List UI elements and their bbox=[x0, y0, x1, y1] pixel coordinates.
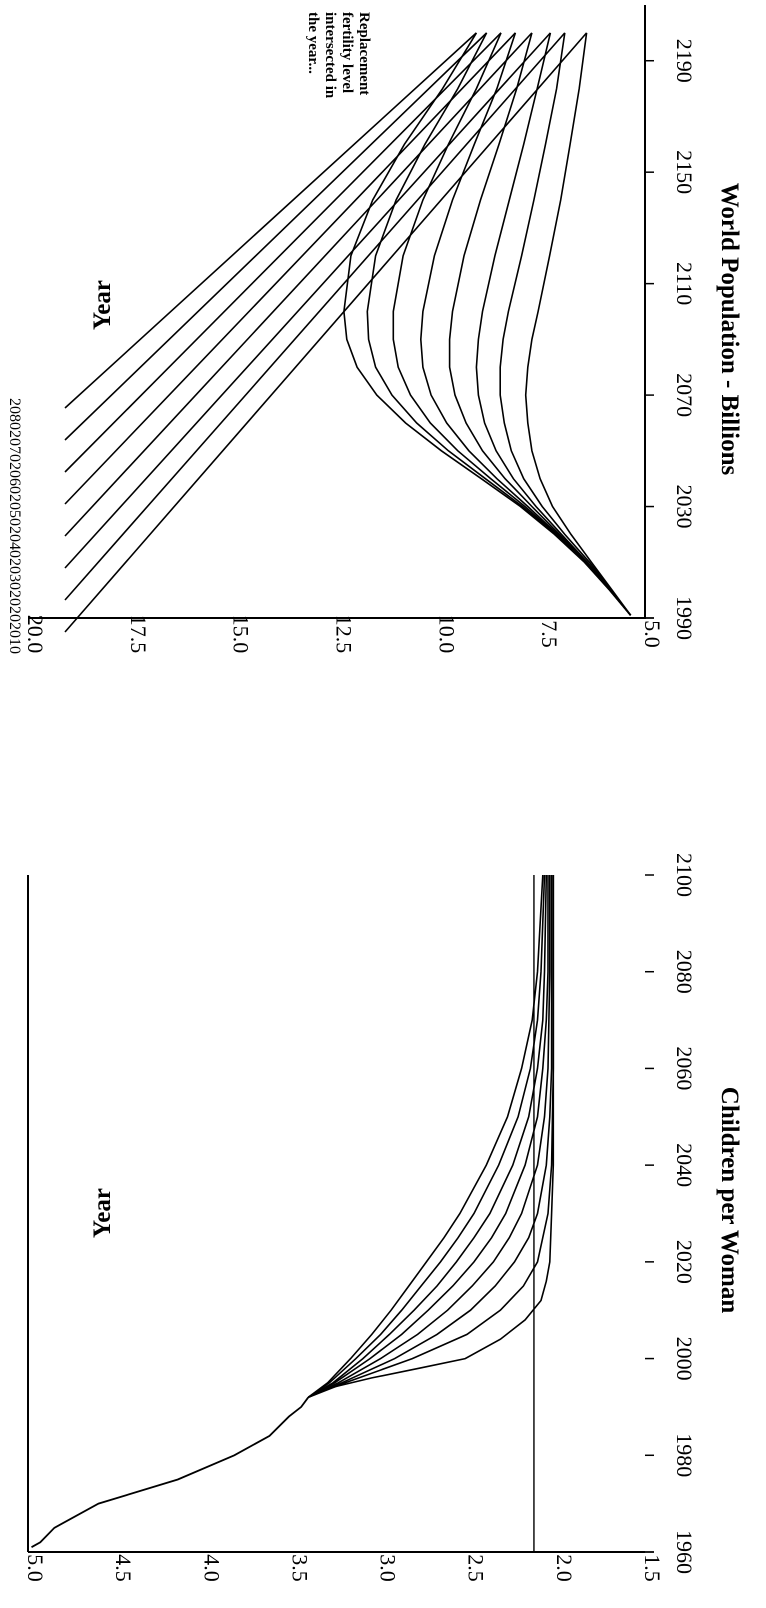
fert-historical-line bbox=[31, 1396, 310, 1548]
fert-y-tick-label: 2.5 bbox=[464, 1554, 489, 1582]
pop-x-tick-label: 2150 bbox=[672, 150, 697, 194]
fert-x-tick-label: 2100 bbox=[672, 853, 697, 897]
pop-y-tick-label: 5.0 bbox=[640, 620, 665, 648]
pop-y-tick-label: 10.0 bbox=[434, 615, 459, 654]
pop-x-tick-label: 2070 bbox=[672, 373, 697, 417]
population-x-axis-label: Year bbox=[89, 280, 116, 330]
legend-label-2020: 2020 bbox=[6, 590, 23, 622]
fert-x-tick-label: 2080 bbox=[672, 950, 697, 994]
fert-y-tick-label: 1.5 bbox=[640, 1554, 665, 1582]
fert-x-tick-label: 2000 bbox=[672, 1337, 697, 1381]
legend-title-line: fertility level bbox=[339, 12, 355, 93]
pop-series-line-2020 bbox=[499, 32, 632, 616]
legend-label-2010: 2010 bbox=[6, 622, 23, 654]
fert-series-line-4 bbox=[307, 875, 551, 1399]
pop-series-line-2050 bbox=[419, 32, 632, 616]
legend-leader-2070 bbox=[64, 32, 488, 441]
fert-series-line-1 bbox=[307, 875, 555, 1399]
legend-title-line: Replacement bbox=[356, 12, 372, 95]
legend-leader-2080 bbox=[64, 32, 477, 409]
fert-x-tick-label: 1960 bbox=[672, 1530, 697, 1574]
legend-label-2070: 2070 bbox=[6, 430, 23, 462]
legend-label-2030: 2030 bbox=[6, 558, 23, 590]
pop-x-tick-label: 2190 bbox=[672, 39, 697, 83]
fertility-x-axis-label: Year bbox=[89, 1188, 116, 1238]
legend-label-2050: 2050 bbox=[6, 494, 23, 526]
fert-x-tick-label: 2060 bbox=[672, 1046, 697, 1090]
legend-leader-2020 bbox=[64, 32, 566, 601]
fert-series-line-8 bbox=[307, 874, 544, 1398]
fert-series-line-3 bbox=[307, 875, 553, 1399]
population-y-axis-label: World Population - Billions bbox=[716, 183, 743, 476]
legend-title-line: the year... bbox=[305, 12, 321, 74]
pop-y-tick-label: 15.0 bbox=[229, 615, 254, 654]
legend-leader-2060 bbox=[64, 32, 502, 473]
legend-title-line: intersected in bbox=[322, 12, 338, 99]
legend-label-2080: 2080 bbox=[6, 398, 23, 430]
fertility-y-axis-label: Children per Woman bbox=[716, 1087, 743, 1314]
legend-label-2060: 2060 bbox=[6, 462, 23, 494]
fert-y-tick-label: 3.5 bbox=[287, 1554, 312, 1582]
pop-series-line-2030 bbox=[475, 32, 632, 616]
pop-y-tick-label: 7.5 bbox=[537, 620, 562, 648]
fertility-chart: 1.5 2.0 2.5 3.0 3.5 4.0 4.5 5.0 1960 1980 2000 202… bbox=[23, 853, 743, 1582]
fert-x-tick-label: 2040 bbox=[672, 1143, 697, 1187]
pop-series-line-2060 bbox=[392, 32, 632, 616]
pop-x-tick-label: 2110 bbox=[672, 262, 697, 305]
population-chart: 5.07.510.012.515.017.520.0 1990203020702… bbox=[6, 5, 743, 654]
fert-y-tick-label: 2.0 bbox=[552, 1554, 577, 1582]
fert-y-tick-label: 3.0 bbox=[376, 1554, 401, 1582]
pop-series-line-2040 bbox=[448, 32, 632, 616]
legend-label-2040: 2040 bbox=[6, 526, 23, 558]
pop-y-tick-label: 12.5 bbox=[332, 615, 357, 654]
pop-x-tick-label: 1990 bbox=[672, 596, 697, 640]
pop-series-line-2070 bbox=[366, 32, 632, 616]
fert-y-tick-label: 5.0 bbox=[23, 1554, 48, 1582]
fert-x-tick-label: 2020 bbox=[672, 1240, 697, 1284]
fert-series-line-7 bbox=[307, 874, 546, 1398]
fert-y-tick-label: 4.0 bbox=[199, 1554, 224, 1582]
pop-series-line-2010 bbox=[524, 32, 632, 616]
fert-y-tick-label: 4.5 bbox=[111, 1554, 136, 1582]
pop-y-tick-label: 17.5 bbox=[126, 615, 151, 654]
pop-x-tick-label: 2030 bbox=[672, 485, 697, 529]
legend-leader-2040 bbox=[64, 32, 533, 537]
fert-series-line-2 bbox=[308, 875, 555, 1399]
legend-leader-2010 bbox=[64, 32, 588, 633]
fert-series-line-6 bbox=[307, 874, 548, 1398]
pop-series-line-2080 bbox=[343, 32, 632, 616]
pop-y-tick-label: 20.0 bbox=[23, 615, 48, 654]
legend-leader-2030 bbox=[64, 32, 551, 569]
legend-leader-2050 bbox=[64, 32, 517, 505]
fert-x-tick-label: 1980 bbox=[672, 1433, 697, 1477]
fert-series-line-5 bbox=[307, 875, 549, 1399]
